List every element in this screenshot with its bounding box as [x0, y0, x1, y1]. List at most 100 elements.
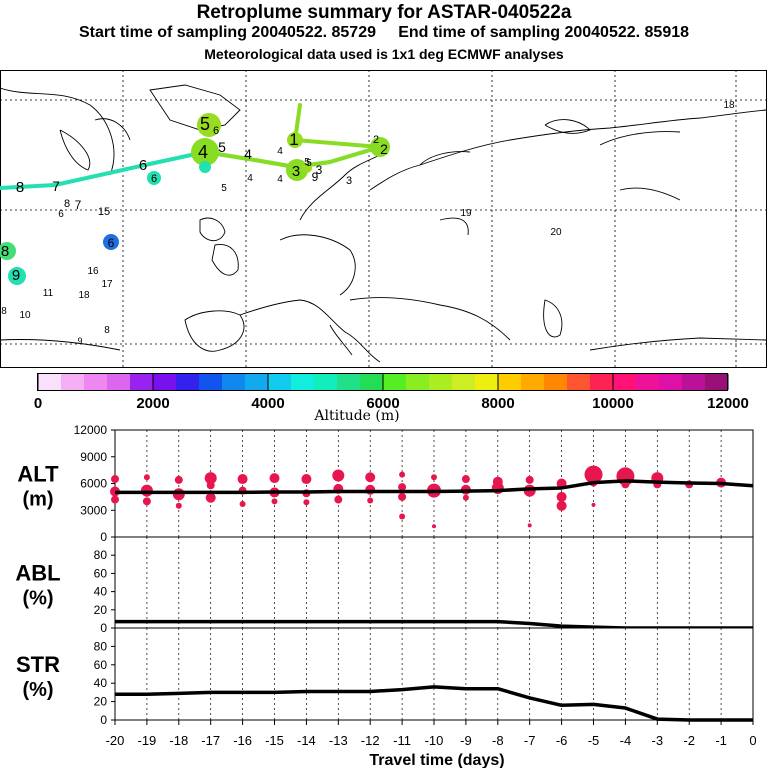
trajectory-label: 6: [58, 209, 64, 220]
colorbar-tick-label: 2000: [136, 395, 169, 412]
trajectory-label: 6: [151, 173, 157, 185]
trajectory-label: 8: [104, 325, 110, 336]
colorbar-swatch: [84, 374, 108, 390]
trajectory-label: 8: [1, 306, 7, 317]
altitude-point: [175, 502, 182, 509]
trajectory-label: 5: [221, 183, 227, 194]
altitude-point: [398, 483, 407, 492]
trajectory-label: 5: [218, 139, 226, 155]
colorbar-swatch: [360, 374, 384, 390]
colorbar-swatch: [199, 374, 223, 390]
y-axis-label: ALT: [17, 462, 59, 487]
colorbar-swatch: [153, 374, 177, 390]
x-axis: -20 -19 -18 -17 -16 -15 -14 -13 -12 -11 -10 -9 -8 -7-…: [106, 720, 757, 748]
trajectory-label: 3: [316, 163, 323, 177]
altitude-point: [556, 500, 567, 511]
y-tick-label: 6000: [80, 477, 107, 491]
series-line: [115, 479, 754, 495]
colorbar-swatch: [38, 374, 62, 390]
y-tick-label: 40: [94, 676, 108, 690]
boundary-layer-panel: 0 20 40 60 80 ABL(%): [15, 536, 754, 635]
colorbar-swatch: [61, 374, 85, 390]
altitude-point: [332, 469, 345, 482]
altitude-point: [399, 513, 406, 520]
x-tick-label: -2: [683, 733, 695, 748]
trajectory-label: 4: [247, 173, 253, 184]
altitude-point: [142, 497, 151, 506]
trajectory-label: 6: [213, 125, 219, 137]
x-tick-label: -17: [201, 733, 220, 748]
altitude-point: [143, 474, 150, 481]
colorbar-swatch: [337, 374, 361, 390]
trajectory-label: 7: [75, 198, 82, 212]
map-frame: [0, 70, 767, 368]
y-tick-label: 60: [94, 658, 108, 672]
x-tick-label: -1: [715, 733, 727, 748]
trajectory-label: 3: [292, 163, 300, 180]
altitude-point: [462, 494, 469, 501]
colorbar-swatch: [222, 374, 246, 390]
x-tick-label: -10: [425, 733, 444, 748]
trajectory-label: 6: [139, 157, 147, 174]
colorbar-swatch: [107, 374, 131, 390]
colorbar-swatch: [544, 374, 568, 390]
y-axis-unit: (m): [22, 489, 53, 511]
trajectory-label: 20: [550, 227, 562, 238]
colorbar-tick-label: 6000: [366, 395, 399, 412]
colorbar-swatch: [130, 374, 154, 390]
altitude-point: [365, 472, 376, 483]
altitude-point: [206, 481, 215, 490]
altitude-point: [334, 495, 343, 504]
altitude-point: [591, 502, 596, 507]
colorbar-tick-label: 12000: [707, 395, 749, 412]
trajectory-label: 4: [198, 142, 208, 162]
altitude-point: [269, 473, 280, 484]
altitude-point: [111, 475, 119, 484]
altitude-point: [172, 488, 185, 501]
x-tick-label: -7: [524, 733, 536, 748]
colorbar-swatch: [705, 374, 729, 390]
x-tick-label: -12: [361, 733, 380, 748]
x-tick-label: -16: [233, 733, 252, 748]
colorbar-tick-label: 4000: [251, 395, 284, 412]
colorbar-swatch: [682, 374, 706, 390]
altitude-point: [205, 492, 216, 503]
series-line: [115, 685, 753, 722]
x-tick-label: -20: [106, 733, 125, 748]
altitude-point: [174, 475, 183, 484]
altitude-point: [527, 523, 532, 528]
coastlines: [0, 84, 767, 363]
y-tick-label: 80: [94, 639, 108, 653]
stratosphere-panel: 0 20 40 60 80 STR(%): [16, 627, 754, 727]
colorbar-swatch: [613, 374, 637, 390]
x-tick-label: -3: [652, 733, 664, 748]
trajectory-label: 18: [723, 100, 735, 111]
x-tick-label: -18: [169, 733, 188, 748]
y-tick-label: 3000: [80, 503, 107, 517]
y-axis-label: STR: [16, 652, 60, 677]
trajectory-label: 9: [12, 267, 20, 284]
altitude-point: [431, 474, 437, 481]
x-tick-label: -11: [393, 733, 411, 748]
colorbar-swatch: [176, 374, 200, 390]
trajectory-label: 2: [373, 134, 379, 146]
y-axis-label: ABL: [15, 561, 60, 586]
altitude-point: [399, 471, 406, 478]
trajectory-label: 8: [16, 179, 24, 196]
colorbar-tick-label: 10000: [592, 395, 634, 412]
trajectory-label: 3: [346, 175, 352, 187]
altitude-point: [525, 475, 534, 484]
map-graticule: [0, 70, 768, 368]
colorbar-swatch: [429, 374, 453, 390]
colorbar-tick-label: 0: [34, 395, 42, 412]
y-tick-label: 80: [94, 548, 108, 562]
trajectory-label: 15: [98, 206, 110, 218]
x-tick-label: -9: [460, 733, 472, 748]
altitude-point: [239, 501, 246, 508]
y-tick-label: 0: [100, 530, 107, 544]
colorbar-tick-label: 8000: [481, 395, 514, 412]
trajectory-label: 16: [87, 266, 99, 277]
y-tick-label: 40: [94, 585, 108, 599]
